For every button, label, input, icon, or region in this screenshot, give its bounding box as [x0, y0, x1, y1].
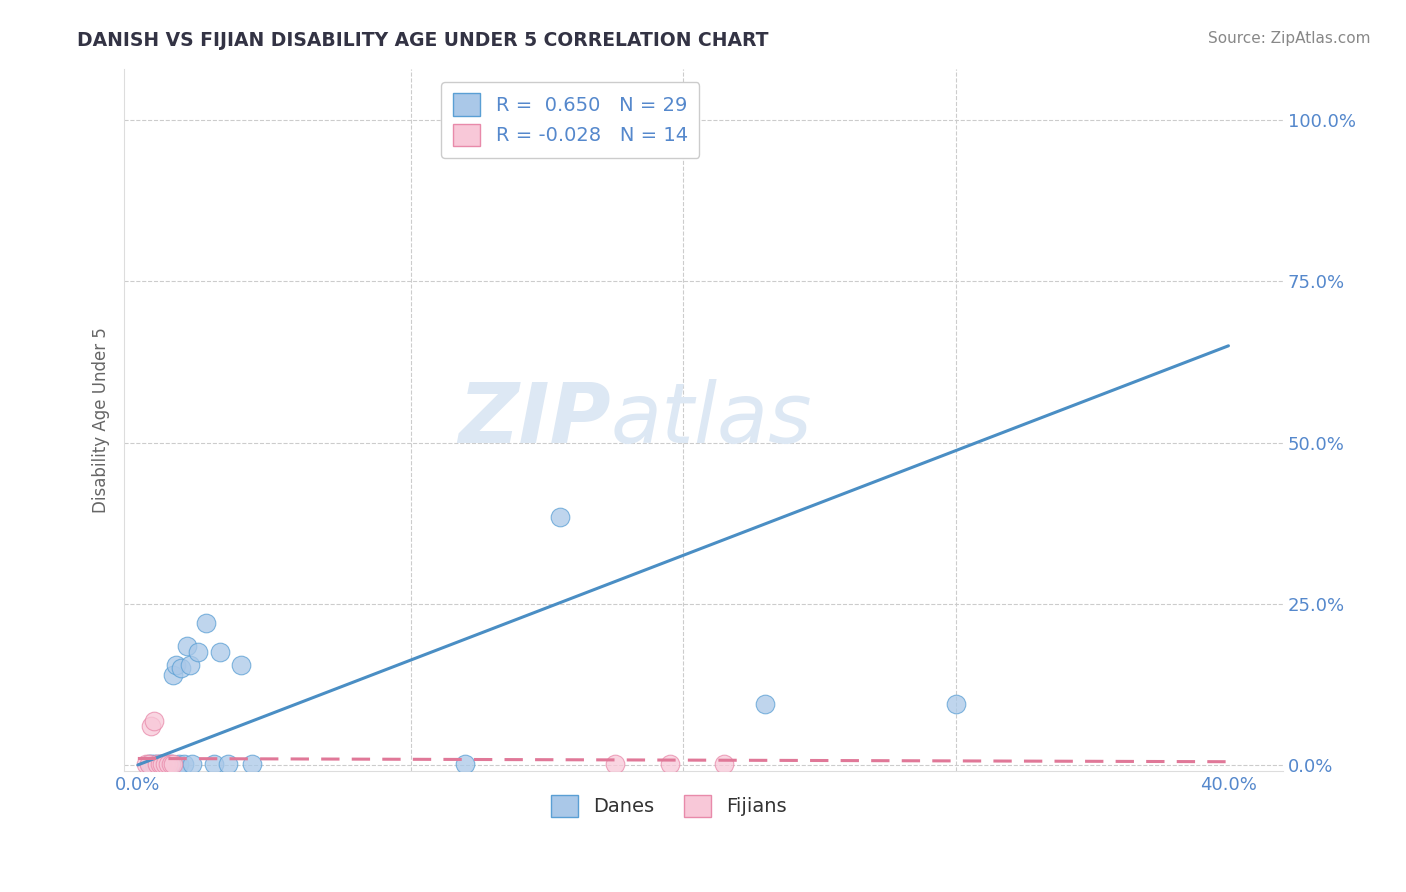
Y-axis label: Disability Age Under 5: Disability Age Under 5 — [93, 327, 110, 513]
Text: DANISH VS FIJIAN DISABILITY AGE UNDER 5 CORRELATION CHART: DANISH VS FIJIAN DISABILITY AGE UNDER 5 … — [77, 31, 769, 50]
Point — [162, 756, 184, 771]
Point — [231, 658, 253, 673]
Text: atlas: atlas — [610, 379, 813, 460]
Point — [713, 756, 735, 771]
Point — [135, 756, 157, 771]
Point — [146, 756, 169, 771]
Point — [240, 756, 263, 771]
Point — [208, 645, 231, 659]
Point — [603, 756, 626, 771]
Point — [658, 756, 681, 771]
Point — [195, 616, 218, 631]
Point — [143, 756, 166, 771]
Point — [217, 756, 239, 771]
Point — [156, 756, 179, 771]
Point — [156, 756, 179, 771]
Point — [141, 719, 163, 733]
Point — [159, 756, 181, 771]
Point — [159, 756, 181, 771]
Point — [945, 697, 967, 711]
Point — [550, 509, 572, 524]
Point — [149, 756, 172, 771]
Point — [141, 756, 163, 771]
Point — [150, 756, 173, 771]
Text: Source: ZipAtlas.com: Source: ZipAtlas.com — [1208, 31, 1371, 46]
Point — [153, 756, 176, 771]
Point — [149, 756, 172, 771]
Point — [165, 658, 187, 673]
Point — [170, 661, 193, 675]
Point — [754, 697, 776, 711]
Point — [162, 667, 184, 681]
Point — [173, 756, 195, 771]
Point — [202, 756, 225, 771]
Point — [176, 639, 198, 653]
Point — [167, 756, 190, 771]
Legend: Danes, Fijians: Danes, Fijians — [543, 787, 794, 825]
Point — [150, 756, 173, 771]
Point — [187, 645, 209, 659]
Point — [454, 756, 477, 771]
Point — [179, 658, 201, 673]
Point — [143, 714, 166, 728]
Point — [138, 756, 160, 771]
Text: ZIP: ZIP — [458, 379, 610, 460]
Point — [138, 756, 160, 771]
Point — [153, 756, 176, 771]
Point — [181, 756, 204, 771]
Point — [146, 756, 169, 771]
